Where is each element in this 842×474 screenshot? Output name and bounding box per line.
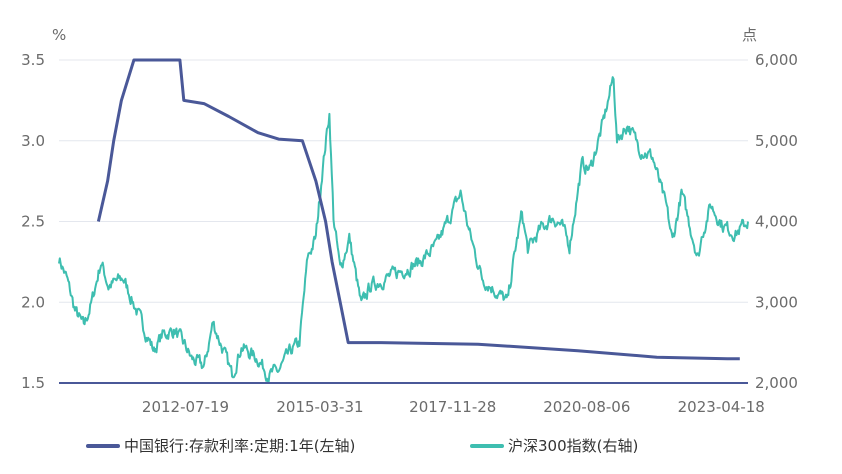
x-axis-ticks: 2012-07-19 2015-03-31 2017-11-28 2020-08-06… xyxy=(142,398,765,416)
right-axis-unit: 点 xyxy=(742,26,757,44)
x-tick-label: 2020-08-06 xyxy=(543,398,630,416)
series-right-group xyxy=(58,76,749,384)
right-tick-label: 5,000 xyxy=(755,132,798,150)
x-tick-label: 2023-04-18 xyxy=(678,398,765,416)
x-tick-label: 2017-11-28 xyxy=(409,398,496,416)
series-left-group xyxy=(96,58,740,361)
series-line-deposit-rate xyxy=(96,58,740,361)
right-tick-label: 2,000 xyxy=(755,374,798,392)
series-line-csi300 xyxy=(58,76,749,384)
legend-label-deposit-rate: 中国银行:存款利率:定期:1年(左轴) xyxy=(124,437,355,455)
right-tick-label: 4,000 xyxy=(755,213,798,231)
left-axis-ticks: 1.5 2.0 2.5 3.0 3.5 xyxy=(21,51,45,392)
x-tick-label: 2015-03-31 xyxy=(276,398,363,416)
legend-label-csi300: 沪深300指数(右轴) xyxy=(508,437,638,455)
left-tick-label: 3.0 xyxy=(21,132,45,150)
right-tick-label: 3,000 xyxy=(755,293,798,311)
legend: 中国银行:存款利率:定期:1年(左轴) 沪深300指数(右轴) xyxy=(86,437,638,455)
x-tick-label: 2012-07-19 xyxy=(142,398,229,416)
left-tick-label: 2.5 xyxy=(21,213,45,231)
left-tick-label: 3.5 xyxy=(21,51,45,69)
right-axis-ticks: 2,000 3,000 4,000 5,000 6,000 xyxy=(755,51,798,392)
left-axis-unit: % xyxy=(52,26,66,44)
right-tick-label: 6,000 xyxy=(755,51,798,69)
left-tick-label: 1.5 xyxy=(21,374,45,392)
left-tick-label: 2.0 xyxy=(21,293,45,311)
grid-lines xyxy=(59,59,748,303)
